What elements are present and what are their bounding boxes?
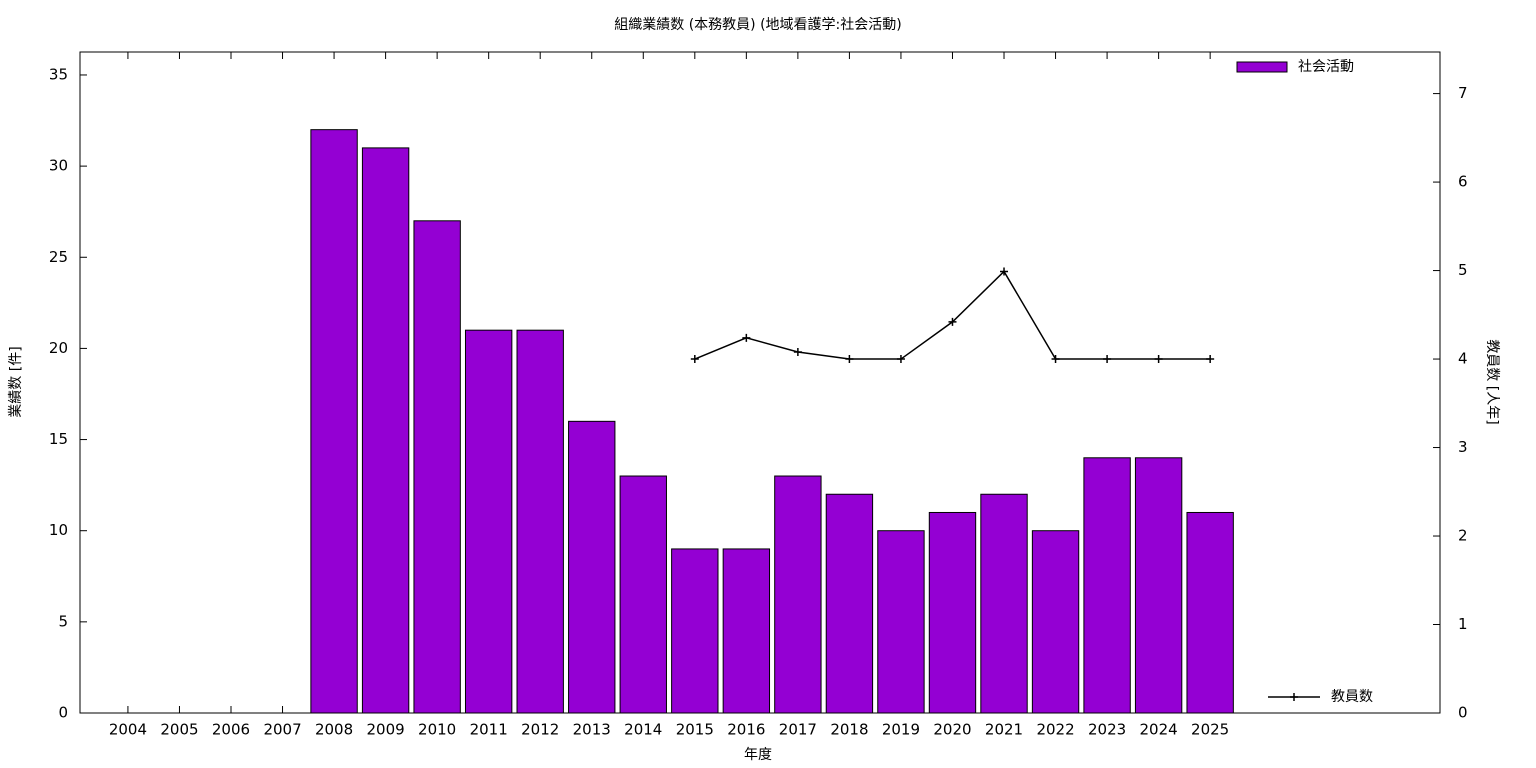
legend-label: 社会活動	[1298, 59, 1354, 75]
y-tick-label: 30	[49, 157, 68, 175]
x-tick-label: 2006	[212, 721, 250, 739]
y2-tick-label: 4	[1458, 350, 1468, 368]
plot-frame	[79, 51, 1441, 714]
y2-tick-label: 2	[1458, 527, 1468, 545]
point-marker	[1051, 355, 1060, 364]
x-tick-label: 2009	[367, 721, 405, 739]
point-marker	[742, 333, 751, 342]
x-tick-label: 2011	[470, 721, 508, 739]
x-tick-label: 2014	[624, 721, 662, 739]
x-tick-label: 2024	[1140, 721, 1178, 739]
chart-title: 組織業績数 (本務教員) (地域看護学:社会活動)	[614, 17, 901, 33]
y-tick-label: 5	[58, 612, 68, 630]
bar	[464, 329, 513, 714]
bar	[980, 493, 1028, 714]
x-tick-label: 2018	[830, 721, 868, 739]
x-tick-label: 2021	[985, 721, 1023, 739]
x-tick-label: 2025	[1191, 721, 1229, 739]
point-marker	[1154, 355, 1163, 364]
y-tick-label: 25	[49, 248, 68, 266]
x-tick-label: 2008	[315, 721, 353, 739]
bar	[413, 220, 461, 714]
point-marker	[793, 347, 802, 356]
y2-tick-label: 7	[1458, 84, 1468, 102]
x-tick-label: 2015	[676, 721, 714, 739]
bar	[361, 147, 410, 714]
x-tick-label: 2017	[779, 721, 817, 739]
y2-tick-label: 1	[1458, 615, 1468, 633]
bar	[928, 511, 977, 714]
bar	[568, 420, 616, 714]
legend-marker	[1290, 693, 1298, 701]
bar	[671, 548, 719, 714]
bar	[774, 475, 822, 714]
point-marker	[1206, 355, 1215, 364]
bar	[877, 530, 925, 714]
x-tick-label: 2019	[882, 721, 920, 739]
y-tick-label: 0	[58, 704, 68, 722]
x-axis-label: 年度	[744, 747, 772, 763]
bar	[722, 548, 771, 714]
bar	[1134, 457, 1183, 714]
x-tick-label: 2005	[160, 721, 198, 739]
y-tick-label: 10	[49, 521, 68, 539]
point-marker	[948, 317, 957, 326]
x-tick-label: 2007	[263, 721, 301, 739]
x-tick-label: 2010	[418, 721, 456, 739]
legend-label: 教員数	[1331, 689, 1373, 705]
y-tick-label: 20	[49, 339, 68, 357]
x-tick-label: 2012	[521, 721, 559, 739]
bar	[310, 129, 358, 714]
x-tick-label: 2023	[1088, 721, 1126, 739]
point-marker	[690, 355, 699, 364]
y-tick-label: 35	[49, 65, 68, 83]
y-tick-label: 15	[49, 430, 68, 448]
legend-swatch	[1236, 61, 1288, 73]
x-tick-label: 2020	[933, 721, 971, 739]
line	[694, 270, 1211, 360]
y-axis-label: 業績数 [件]	[8, 346, 24, 417]
point-marker	[1103, 355, 1112, 364]
point-marker	[845, 355, 854, 364]
bar	[619, 475, 667, 714]
point-marker	[896, 355, 905, 364]
y2-tick-label: 0	[1458, 704, 1468, 722]
bar	[1083, 457, 1131, 714]
y2-tick-label: 5	[1458, 261, 1468, 279]
x-tick-label: 2022	[1036, 721, 1074, 739]
x-tick-label: 2013	[573, 721, 611, 739]
y2-tick-label: 6	[1458, 173, 1468, 191]
x-tick-label: 2016	[727, 721, 765, 739]
bar	[516, 329, 564, 714]
y2-axis-label: 教員数 [人年]	[1484, 339, 1500, 424]
x-tick-label: 2004	[109, 721, 147, 739]
point-marker	[1000, 267, 1009, 276]
bar	[825, 493, 874, 714]
bar	[1031, 530, 1080, 714]
y2-tick-label: 3	[1458, 438, 1468, 456]
bar	[1186, 511, 1234, 714]
